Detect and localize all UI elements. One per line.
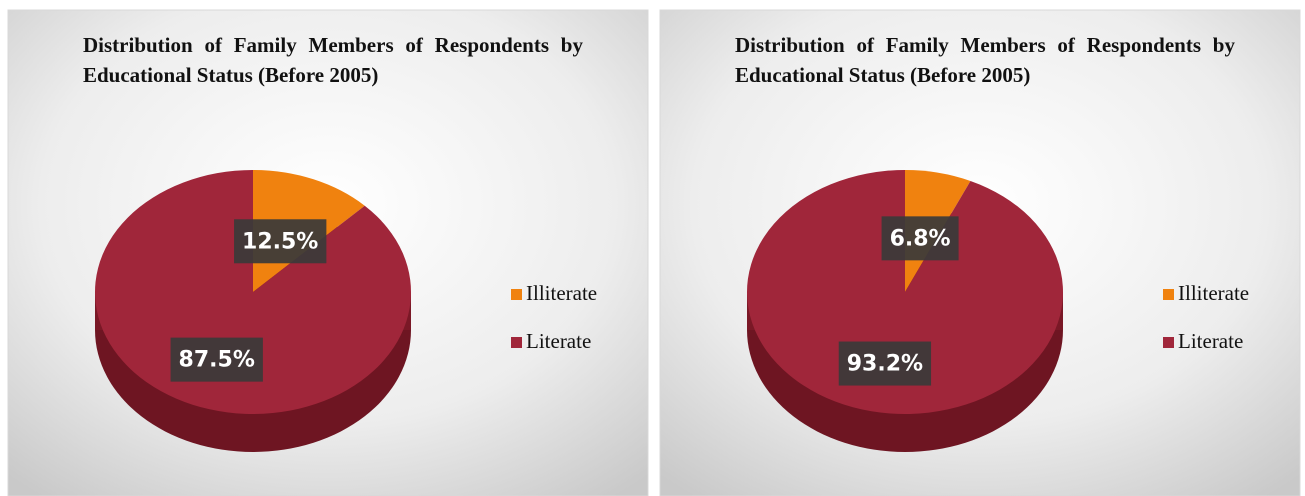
data-label: 87.5%	[179, 348, 255, 373]
chart-title: Distribution of Family Members of Respon…	[83, 33, 583, 87]
legend-swatch	[511, 337, 522, 348]
chart-title-box: Distribution of Family Members of Respon…	[83, 33, 583, 87]
data-label-box	[170, 337, 263, 382]
data-label: 12.5%	[242, 229, 318, 254]
legend-label: Literate	[1178, 329, 1243, 353]
legend-label: Illiterate	[1178, 281, 1249, 305]
data-label: 93.2%	[847, 352, 923, 377]
legend-swatch	[511, 289, 522, 300]
legend-label: Literate	[526, 329, 591, 353]
pie-slice	[747, 170, 1063, 414]
chart-title-box: Distribution of Family Members of Respon…	[735, 33, 1235, 87]
data-label-box	[838, 341, 932, 386]
legend-swatch	[1163, 289, 1174, 300]
legend-swatch	[1163, 337, 1174, 348]
legend-label: Illiterate	[526, 281, 597, 305]
data-label: 6.8%	[890, 226, 951, 251]
data-label-box	[234, 219, 327, 264]
chart-title: Distribution of Family Members of Respon…	[735, 33, 1235, 87]
data-label-box	[881, 216, 959, 261]
